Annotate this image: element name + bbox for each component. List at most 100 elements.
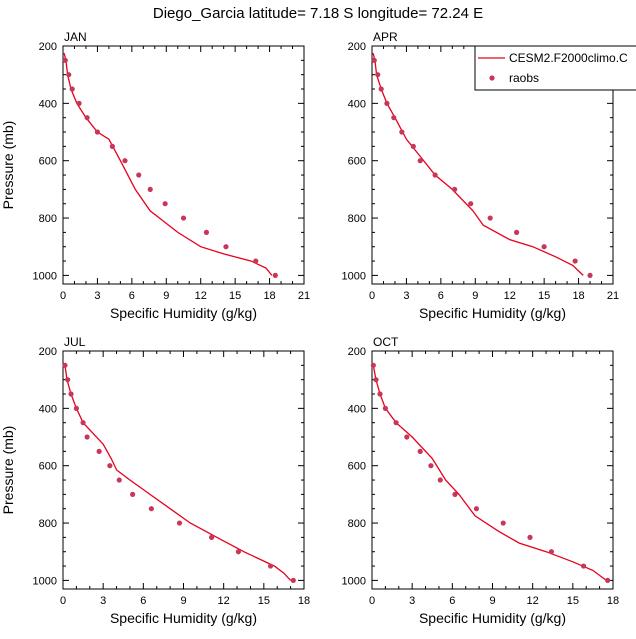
x-tick-label: 12 [504,290,516,302]
x-axis-label: Specific Humidity (g/kg) [419,610,566,626]
legend-marker-swatch [489,75,495,81]
raobs-point [80,420,86,426]
x-tick-label: 3 [100,595,106,607]
y-tick-label: 1000 [33,270,57,282]
raobs-point [209,534,215,540]
y-tick-label: 800 [39,213,57,225]
raobs-point [404,434,410,440]
panel-label: JUL [64,335,86,349]
raobs-point [580,563,587,569]
panel-label: OCT [373,335,399,349]
x-tick-label: 3 [94,290,100,302]
raobs-point [148,506,154,512]
x-tick-label: 15 [538,290,550,302]
raobs-point [96,448,102,454]
x-tick-label: 9 [472,290,478,302]
x-tick-label: 3 [409,595,415,607]
raobs-point [382,405,388,411]
x-tick-label: 21 [607,290,619,302]
x-axis-label: Specific Humidity (g/kg) [419,305,566,321]
raobs-point [375,72,381,78]
raobs-point [136,172,142,178]
x-tick-label: 18 [263,290,275,302]
raobs-point [62,362,68,368]
model-profile-line [372,365,607,581]
x-tick-label: 6 [449,595,455,607]
raobs-point [68,391,74,397]
x-tick-label: 18 [572,290,584,302]
raobs-point [432,172,438,178]
x-tick-label: 18 [607,595,619,607]
x-tick-label: 12 [195,290,207,302]
y-tick-label: 600 [348,156,366,168]
legend-box [474,45,636,91]
y-tick-label: 400 [39,98,57,110]
raobs-point [253,258,259,264]
raobs-point [541,244,547,250]
raobs-point [468,201,474,207]
y-tick-label: 800 [39,518,57,530]
x-tick-label: 9 [489,595,495,607]
raobs-point [147,186,153,192]
raobs-point [473,506,480,512]
raobs-point [527,534,533,540]
raobs-point [62,57,68,63]
raobs-point [605,577,611,583]
raobs-point [180,215,187,221]
panel-oct: 0 3 6 9 12 15 18 200 400 600 800 1000 OCT Specific Hu… [342,335,620,626]
raobs-point [437,477,443,483]
x-tick-label: 6 [129,290,135,302]
panels-group: 0 3 6 9 12 15 18 21 200 400 600 800 1000 JAN Specific … [0,30,619,626]
x-tick-label: 18 [298,595,310,607]
y-axis-label: Pressure (mb) [0,121,16,210]
raobs-point [370,362,376,368]
raobs-point [130,491,136,497]
raobs-point [223,244,229,250]
y-tick-label: 1000 [342,575,366,587]
x-tick-label: 15 [229,290,241,302]
y-tick-label: 800 [348,518,366,530]
raobs-point [69,86,75,92]
y-tick-label: 600 [348,461,366,473]
y-tick-label: 1000 [342,270,366,282]
raobs-point [410,143,416,149]
panel-label: JAN [64,30,87,44]
raobs-point [65,377,71,383]
y-tick-label: 800 [348,213,366,225]
y-tick-label: 200 [39,41,57,53]
raobs-point [391,115,397,121]
model-profile-line [63,53,273,276]
x-tick-label: 0 [369,290,375,302]
raobs-point [84,434,90,440]
raobs-point [84,115,90,121]
raobs-point [94,129,101,135]
raobs-point [572,258,578,264]
x-tick-label: 9 [180,595,186,607]
legend: CESM2.F2000climo.C raobs [474,45,636,91]
raobs-point [272,272,278,278]
raobs-point [66,72,72,78]
raobs-point [373,377,379,383]
raobs-point [73,405,79,411]
y-tick-label: 400 [348,403,366,415]
raobs-point [122,158,128,164]
raobs-point [514,229,520,235]
x-tick-label: 15 [258,595,270,607]
x-tick-label: 6 [438,290,444,302]
raobs-point [452,186,458,192]
y-tick-label: 1000 [33,575,57,587]
raobs-point [417,448,423,454]
panel-label: APR [373,30,398,44]
raobs-point [399,129,405,135]
y-tick-label: 200 [348,41,366,53]
x-tick-label: 3 [403,290,409,302]
x-tick-label: 15 [567,595,579,607]
plot-frame [62,45,305,285]
raobs-point [176,520,183,526]
x-tick-label: 21 [298,290,310,302]
x-axis-label: Specific Humidity (g/kg) [110,305,257,321]
x-tick-label: 0 [60,595,66,607]
raobs-point [267,563,274,569]
raobs-point [290,577,296,583]
x-tick-label: 12 [218,595,230,607]
